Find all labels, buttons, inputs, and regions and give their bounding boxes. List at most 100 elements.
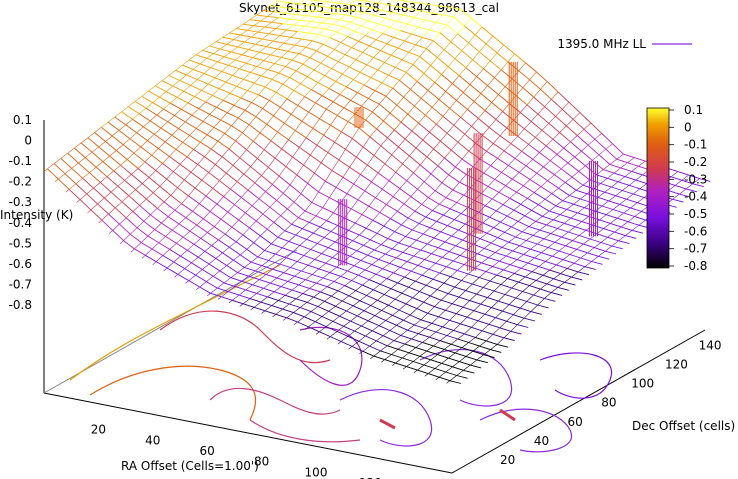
mesh-segment <box>129 132 137 139</box>
mesh-segment <box>241 189 249 198</box>
mesh-segment <box>265 273 278 279</box>
mesh-segment <box>315 207 323 217</box>
mesh-segment <box>384 288 392 295</box>
mesh-segment <box>129 138 141 148</box>
mesh-segment <box>245 205 253 214</box>
mesh-segment <box>436 116 444 125</box>
mesh-segment <box>430 65 442 75</box>
mesh-segment <box>101 121 109 128</box>
mesh-segment <box>222 93 231 101</box>
mesh-segment <box>481 324 490 332</box>
mesh-segment <box>441 299 453 305</box>
mesh-segment <box>300 83 312 90</box>
mesh-segment <box>398 236 406 244</box>
mesh-segment <box>468 42 480 53</box>
mesh-segment <box>283 184 291 194</box>
mesh-segment <box>459 361 471 366</box>
mesh-segment <box>394 224 402 232</box>
mesh-segment <box>277 48 289 52</box>
mesh-segment <box>413 255 425 261</box>
mesh-segment <box>119 240 124 245</box>
mesh-segment <box>120 164 132 175</box>
mesh-segment <box>163 195 172 203</box>
mesh-segment <box>537 113 550 124</box>
mesh-segment <box>399 188 412 197</box>
mesh-segment <box>577 266 586 273</box>
mesh-segment <box>440 293 449 301</box>
mesh-segment <box>218 233 226 241</box>
mesh-segment <box>132 205 140 212</box>
mesh-segment <box>446 330 454 336</box>
mesh-segment <box>291 7 303 11</box>
mesh-segment <box>244 266 256 272</box>
mesh-segment <box>212 275 225 284</box>
mesh-segment <box>303 249 311 256</box>
mesh-segment <box>417 19 426 28</box>
mesh-segment <box>289 14 297 20</box>
mesh-segment <box>432 272 440 280</box>
mesh-segment <box>397 47 409 53</box>
mesh-segment <box>545 255 553 262</box>
mesh-segment <box>560 168 573 178</box>
mesh-segment <box>451 235 463 241</box>
mesh-segment <box>556 264 568 269</box>
mesh-segment <box>208 172 220 182</box>
mesh-segment <box>479 51 491 62</box>
mesh-segment <box>239 303 244 307</box>
mesh-segment <box>453 16 465 27</box>
mesh-segment <box>227 211 239 221</box>
mesh-segment <box>531 266 539 272</box>
mesh-segment <box>330 336 342 342</box>
mesh-segment <box>297 316 305 323</box>
mesh-segment <box>441 357 449 364</box>
mesh-segment <box>675 180 683 186</box>
mesh-segment <box>557 91 570 103</box>
mesh-segment <box>543 160 551 168</box>
mesh-segment <box>634 211 642 217</box>
surface-mesh <box>43 0 711 384</box>
mesh-segment <box>67 147 75 154</box>
mesh-segment <box>431 12 443 16</box>
mesh-segment <box>456 92 464 101</box>
mesh-segment <box>256 60 264 67</box>
mesh-segment <box>356 250 368 256</box>
mesh-segment <box>381 304 389 311</box>
mesh-segment <box>457 141 470 152</box>
mesh-segment <box>458 296 470 302</box>
mesh-segment <box>402 246 410 253</box>
mesh-segment <box>175 64 183 71</box>
mesh-segment <box>392 87 404 98</box>
mesh-segment <box>389 257 397 264</box>
mesh-segment <box>395 362 407 368</box>
mesh-segment <box>197 156 205 165</box>
mesh-segment <box>101 126 113 137</box>
y-tick-label: 40 <box>534 434 549 448</box>
mesh-segment <box>220 218 233 228</box>
mesh-segment <box>289 298 297 305</box>
mesh-segment <box>133 152 146 163</box>
mesh-segment <box>422 139 434 150</box>
mesh-segment <box>586 193 599 198</box>
mesh-segment <box>144 161 156 171</box>
mesh-segment <box>147 229 155 237</box>
mesh-segment <box>430 359 442 364</box>
mesh-segment <box>506 314 514 322</box>
mesh-segment <box>323 37 331 45</box>
mesh-segment <box>301 38 313 42</box>
mesh-segment <box>168 75 180 81</box>
mesh-segment <box>373 155 386 165</box>
mesh-segment <box>251 198 260 207</box>
mesh-segment <box>371 172 379 183</box>
mesh-segment <box>332 94 341 103</box>
mesh-segment <box>573 262 586 268</box>
mesh-segment <box>259 279 271 284</box>
z-tick-label: -0.7 <box>9 277 32 291</box>
mesh-segment <box>523 185 535 193</box>
mesh-segment <box>488 257 500 262</box>
mesh-segment <box>396 97 404 106</box>
mesh-segment <box>331 68 343 75</box>
mesh-segment <box>336 261 344 268</box>
mesh-segment <box>306 10 314 16</box>
mesh-segment <box>539 224 547 231</box>
mesh-segment <box>158 236 166 243</box>
